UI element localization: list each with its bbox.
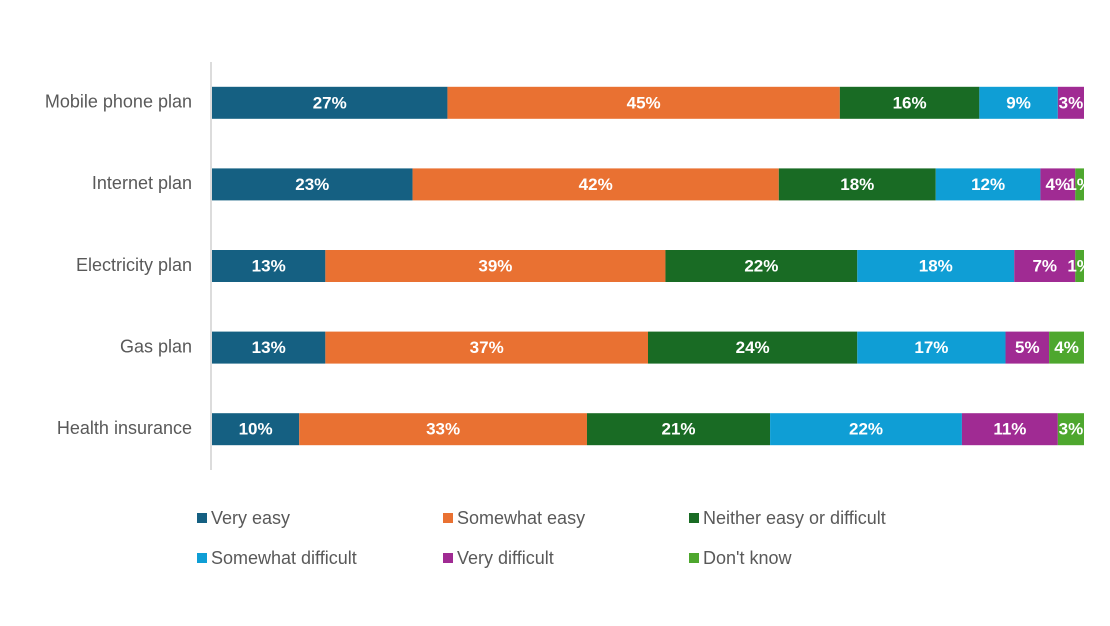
bar-segment [212,250,326,282]
bar-segment [839,86,980,119]
data-label: 12% [971,175,1005,194]
data-label: 24% [736,338,770,357]
bar-segment [778,168,936,201]
bar-segment [648,331,858,364]
data-label: 22% [744,256,778,275]
legend-swatch [443,553,453,563]
bar-segment [325,331,648,364]
data-label: 7% [1032,256,1057,275]
category-label: Internet plan [92,173,192,193]
data-label: 18% [919,256,953,275]
bar-segment [212,86,448,119]
legend-swatch [689,553,699,563]
bar-segment [770,413,962,446]
bar-segment [1075,250,1084,282]
bar-segment [1057,413,1084,446]
data-label: 9% [1006,93,1031,112]
data-label: 27% [313,93,347,112]
bar-segment [212,331,326,364]
legend-swatch [197,553,207,563]
legend-label: Very difficult [457,548,554,568]
bar-segment [447,86,840,119]
category-label: Health insurance [57,418,192,438]
data-label: 17% [914,338,948,357]
data-label: 18% [840,175,874,194]
legend-label: Somewhat difficult [211,548,357,568]
bar-segment [1040,168,1076,201]
data-label: 37% [470,338,504,357]
data-label: 16% [893,93,927,112]
category-label: Gas plan [120,336,192,356]
legend-swatch [443,513,453,523]
bar-segment [1075,168,1084,201]
bar-segment [412,168,779,201]
bar-segment [212,168,413,201]
data-label: 3% [1059,420,1084,439]
category-label: Electricity plan [76,255,192,275]
data-label: 33% [426,420,460,439]
legend-swatch [197,513,207,523]
legend-swatch [689,513,699,523]
data-label: 22% [849,420,883,439]
category-label: Mobile phone plan [45,92,192,112]
legend-label: Neither easy or difficult [703,508,886,528]
data-label: 13% [252,338,286,357]
data-label: 45% [627,93,661,112]
legend-label: Somewhat easy [457,508,585,528]
data-label: 4% [1054,338,1079,357]
data-label: 1% [1067,175,1092,194]
data-label: 3% [1059,93,1084,112]
data-label: 5% [1015,338,1040,357]
bar-segment [935,168,1041,201]
legend-label: Very easy [211,508,290,528]
bar-segment [1049,331,1084,364]
data-label: 4% [1046,175,1071,194]
bar-segment [299,413,587,446]
bar-segment [325,250,666,282]
data-label: 39% [478,256,512,275]
data-label: 21% [662,420,696,439]
data-label: 11% [993,420,1026,439]
data-label: 1% [1067,256,1092,275]
bar-segment [665,250,858,282]
bar-segment [857,250,1015,282]
data-label: 23% [295,175,329,194]
data-label: 42% [579,175,613,194]
bar-segment [1005,331,1050,364]
bar-segment [586,413,771,446]
data-label: 10% [239,420,273,439]
bar-segment [1057,86,1084,119]
data-label: 13% [252,256,286,275]
legend-label: Don't know [703,548,792,568]
bar-segment [961,413,1058,446]
bar-segment [212,413,300,446]
bar-segment [857,331,1006,364]
bar-segment [979,86,1058,119]
bar-segment [1014,250,1076,282]
